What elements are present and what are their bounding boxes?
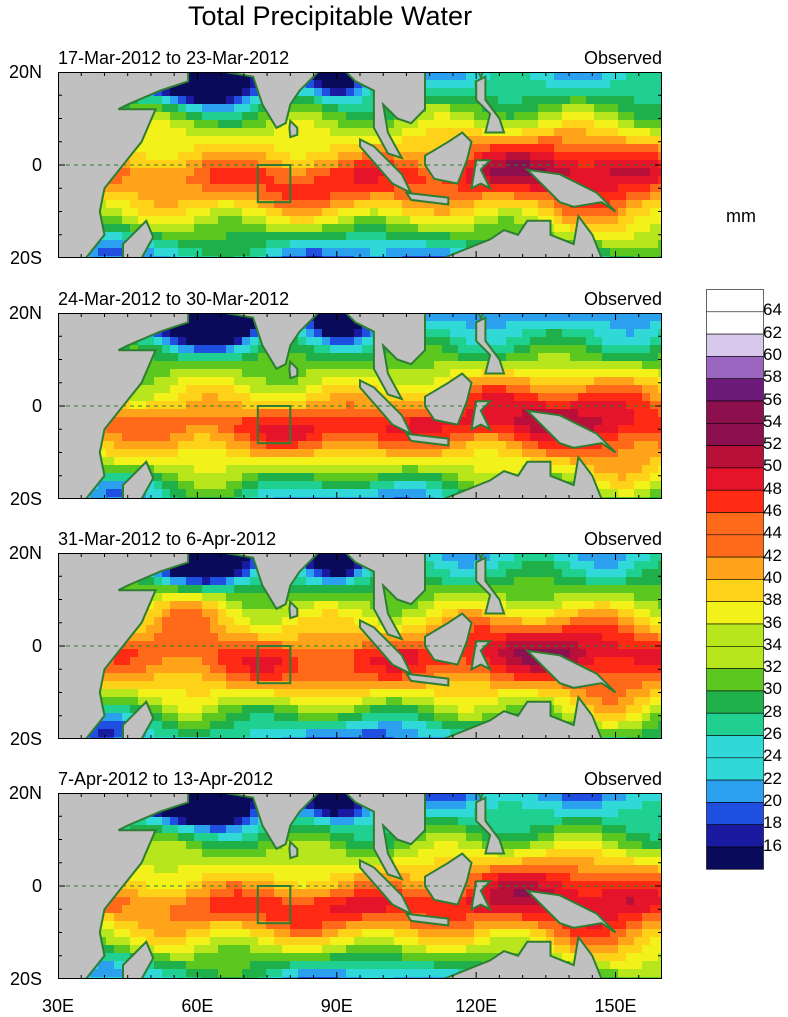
map-panel: 24-Mar-2012 to 30-Mar-2012 Observed 20N 0 20…: [0, 287, 700, 527]
panel-observed-label: Observed: [540, 48, 662, 69]
colorbar-swatch: [707, 624, 764, 646]
map-panel: 7-Apr-2012 to 13-Apr-2012 Observed 20N 0 20S: [0, 767, 700, 1007]
lat-label: 20S: [0, 969, 42, 990]
colorbar-tick-label: 44: [763, 523, 782, 543]
colorbar-tick-label: 56: [763, 390, 782, 410]
lat-label: 20S: [0, 489, 42, 510]
panel-observed-label: Observed: [540, 289, 662, 310]
lat-label: 20N: [0, 783, 42, 804]
tpw-map: [58, 553, 662, 739]
colorbar-swatch: [707, 513, 764, 535]
lat-label: 20S: [0, 248, 42, 269]
colorbar-swatch: [707, 557, 764, 579]
lat-label: 20N: [0, 543, 42, 564]
colorbar-tick-label: 52: [763, 434, 782, 454]
lon-label: 30E: [42, 996, 74, 1017]
colorbar-swatch: [707, 446, 764, 468]
colorbar-tick-label: 22: [763, 769, 782, 789]
lon-label: 120E: [455, 996, 497, 1017]
colorbar-tick-label: 16: [763, 836, 782, 856]
lat-label: 0: [0, 396, 42, 417]
panel-date-range: 31-Mar-2012 to 6-Apr-2012: [58, 529, 276, 550]
lat-label: 20N: [0, 62, 42, 83]
colorbar-swatch: [707, 334, 764, 356]
colorbar-tick-label: 30: [763, 679, 782, 699]
colorbar-tick-label: 50: [763, 456, 782, 476]
colorbar-swatch: [707, 312, 764, 334]
lon-label: 60E: [181, 996, 213, 1017]
colorbar-tick-label: 42: [763, 546, 782, 566]
colorbar-swatch: [707, 579, 764, 601]
colorbar-tick-label: 46: [763, 501, 782, 521]
colorbar-swatch: [707, 379, 764, 401]
colorbar-tick-label: 34: [763, 635, 782, 655]
colorbar-tick-label: 54: [763, 412, 782, 432]
panel-observed-label: Observed: [540, 769, 662, 790]
colorbar-tick-label: 64: [763, 300, 782, 320]
colorbar-tick-label: 62: [763, 323, 782, 343]
colorbar-swatch: [707, 825, 764, 847]
colorbar-swatch: [707, 669, 764, 691]
colorbar-tick-label: 18: [763, 813, 782, 833]
map-panel: 17-Mar-2012 to 23-Mar-2012 Observed 20N 0 20…: [0, 46, 700, 286]
colorbar-tick-label: 24: [763, 746, 782, 766]
colorbar-swatch: [707, 691, 764, 713]
colorbar-swatch: [707, 602, 764, 624]
colorbar-swatch: [707, 646, 764, 668]
colorbar-swatch: [707, 423, 764, 445]
panel-observed-label: Observed: [540, 529, 662, 550]
colorbar-tick-label: 40: [763, 568, 782, 588]
colorbar-tick-label: 58: [763, 367, 782, 387]
map-panel: 31-Mar-2012 to 6-Apr-2012 Observed 20N 0 20S: [0, 527, 700, 767]
lat-label: 0: [0, 636, 42, 657]
colorbar-tick-label: 32: [763, 657, 782, 677]
tpw-map: [58, 793, 662, 979]
lat-label: 20S: [0, 729, 42, 750]
colorbar-swatch: [707, 356, 764, 378]
unit-label: mm: [726, 206, 756, 227]
lat-label: 0: [0, 876, 42, 897]
tpw-map: [58, 313, 662, 499]
colorbar-swatch: [707, 780, 764, 802]
colorbar-swatch: [707, 535, 764, 557]
colorbar-tick-label: 38: [763, 590, 782, 610]
lat-label: 20N: [0, 303, 42, 324]
colorbar-tick-label: 60: [763, 345, 782, 365]
colorbar: [706, 289, 764, 871]
colorbar-swatch: [707, 847, 764, 869]
colorbar-tick-label: 20: [763, 791, 782, 811]
lon-label: 150E: [595, 996, 637, 1017]
panel-date-range: 7-Apr-2012 to 13-Apr-2012: [58, 769, 273, 790]
colorbar-swatch: [707, 401, 764, 423]
colorbar-tick-label: 28: [763, 702, 782, 722]
colorbar-swatch: [707, 713, 764, 735]
colorbar-swatch: [707, 290, 764, 312]
colorbar-swatch: [707, 736, 764, 758]
colorbar-tick-label: 36: [763, 613, 782, 633]
colorbar-swatch: [707, 802, 764, 824]
lon-label: 90E: [321, 996, 353, 1017]
colorbar-swatch: [707, 468, 764, 490]
colorbar-tick-label: 48: [763, 479, 782, 499]
panel-date-range: 24-Mar-2012 to 30-Mar-2012: [58, 289, 289, 310]
map-title: Total Precipitable Water: [0, 0, 660, 32]
colorbar-swatch: [707, 490, 764, 512]
panel-date-range: 17-Mar-2012 to 23-Mar-2012: [58, 48, 289, 69]
colorbar-tick-label: 26: [763, 724, 782, 744]
lat-label: 0: [0, 155, 42, 176]
tpw-map: [58, 72, 662, 258]
colorbar-swatch: [707, 758, 764, 780]
